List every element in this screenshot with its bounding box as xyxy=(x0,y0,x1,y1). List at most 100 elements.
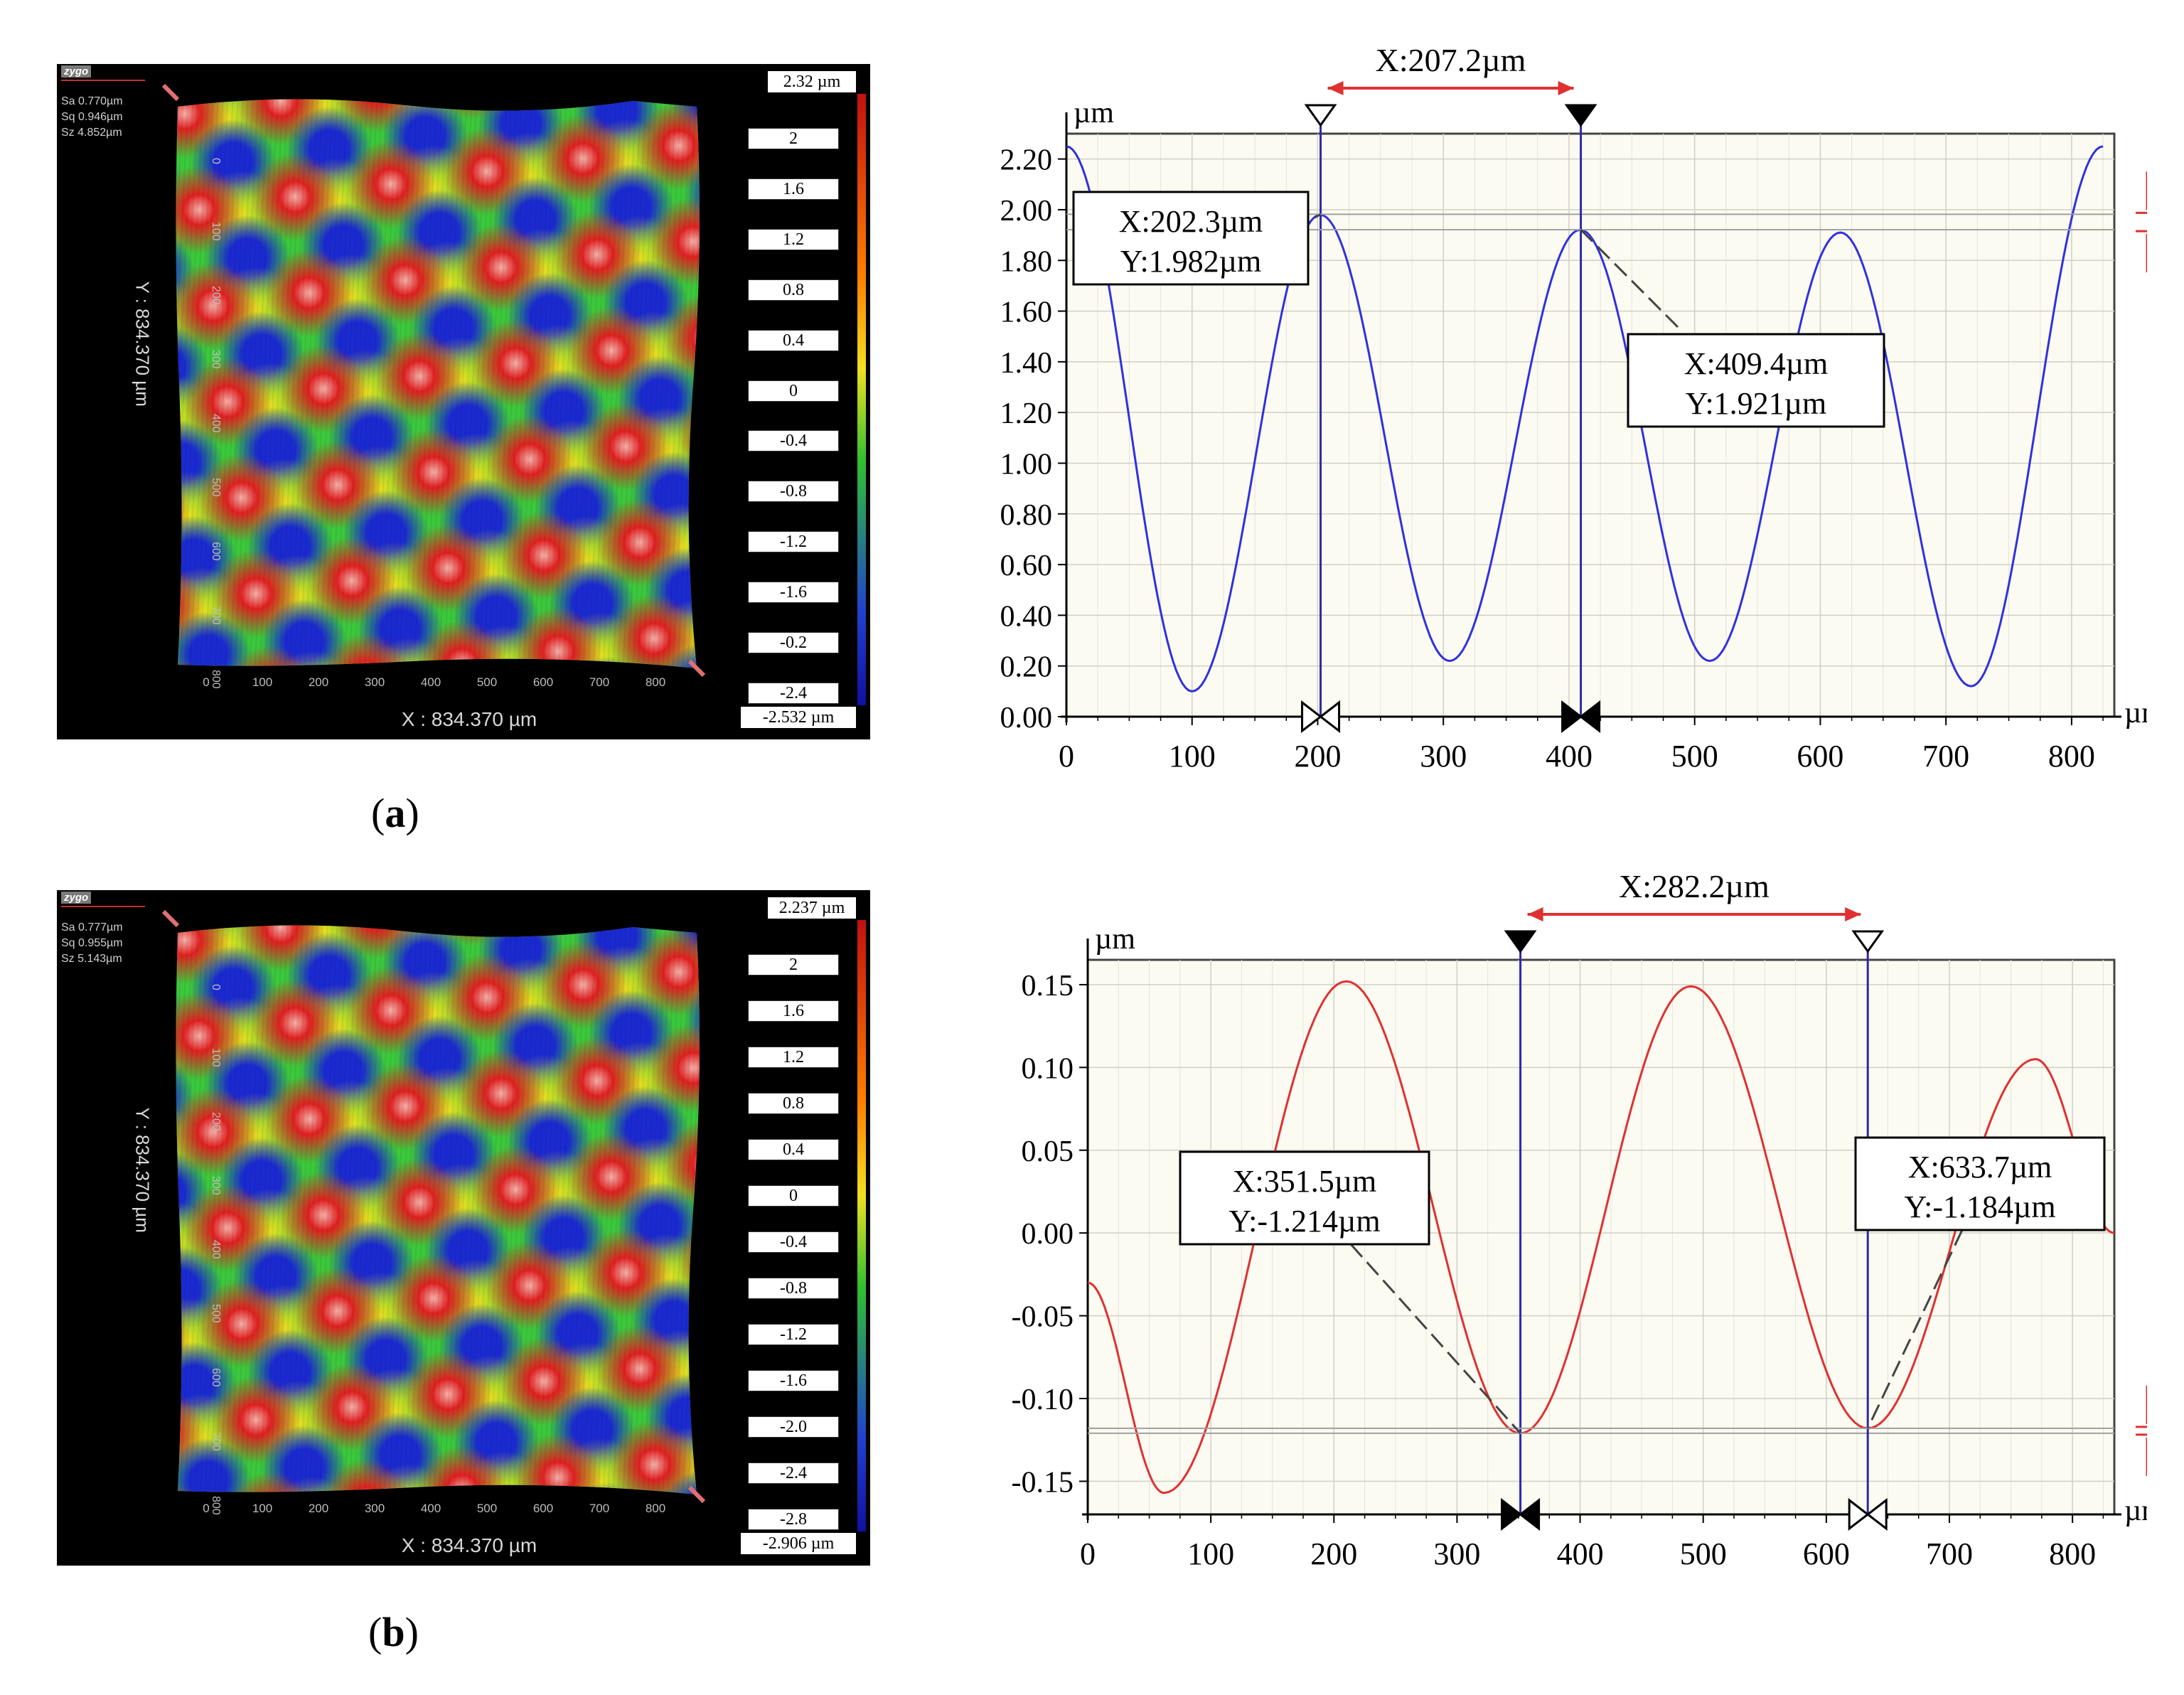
texture-line xyxy=(176,925,194,1495)
texture-line xyxy=(677,99,700,668)
zygo-logo: zygo xyxy=(61,65,92,77)
x-tick-label: 700 xyxy=(589,1502,610,1515)
x-tick-label: 600 xyxy=(1797,739,1843,774)
texture-line xyxy=(209,99,239,668)
surface-peak xyxy=(525,925,613,933)
surface-peak xyxy=(57,82,133,171)
surface-peak xyxy=(176,466,190,555)
surface-peak xyxy=(514,1433,602,1495)
annotation-y: Y:-1.184µm xyxy=(1904,1189,2055,1224)
texture-line xyxy=(299,925,328,1495)
texture-line xyxy=(398,925,428,1495)
surface-peak xyxy=(663,294,700,382)
texture-line xyxy=(508,99,537,668)
texture-line xyxy=(722,92,751,675)
texture-line xyxy=(219,925,249,1495)
texture-line xyxy=(383,925,413,1495)
x-tick-label: 200 xyxy=(308,675,329,689)
texture-line xyxy=(418,99,448,668)
texture-line xyxy=(523,925,552,1495)
texture-line xyxy=(176,925,199,1495)
texture-line xyxy=(254,925,284,1495)
arrow-head xyxy=(1327,81,1344,95)
corner-marker xyxy=(161,83,180,102)
annotation-y: Y:-1.214µm xyxy=(1228,1204,1380,1239)
colorbar-strip xyxy=(857,94,866,705)
texture-line xyxy=(503,99,532,668)
texture-line xyxy=(279,925,309,1495)
surface-band xyxy=(665,64,750,96)
x-axis-label: X : 834.370 µm xyxy=(401,708,537,730)
surface-band xyxy=(665,890,750,922)
surface-valley xyxy=(660,1470,700,1495)
texture-line xyxy=(333,99,363,668)
texture-line xyxy=(259,99,289,668)
texture-line xyxy=(209,925,239,1495)
colorbar-label: 0.4 xyxy=(748,1139,839,1160)
distance-label: X:207.2µm xyxy=(1376,42,1526,78)
texture-line xyxy=(458,925,488,1495)
texture-line xyxy=(478,925,508,1495)
leader-line xyxy=(1349,1243,1521,1434)
colorbar-label: -1.2 xyxy=(748,1324,839,1345)
cursor-bottom-marker xyxy=(1301,700,1323,734)
surface-pattern xyxy=(89,890,866,1531)
y-tick-label: 800 xyxy=(210,670,222,689)
texture-line xyxy=(353,925,383,1495)
texture-line xyxy=(269,99,299,668)
texture-line xyxy=(612,925,642,1495)
y-tick-label: 0.80 xyxy=(1000,499,1053,532)
colorbar-label: 2 xyxy=(748,954,839,975)
annotation-y: Y:1.921µm xyxy=(1686,386,1827,421)
x-tick-label: 800 xyxy=(2049,1536,2096,1571)
texture-line xyxy=(528,99,557,668)
texture-line xyxy=(458,99,488,668)
distance-label: X:282.2µm xyxy=(1619,868,1770,904)
texture-line xyxy=(577,99,607,668)
stat-sz: Sz 5.143µm xyxy=(61,953,122,965)
texture-line xyxy=(647,925,677,1495)
stat-sq: Sq 0.946µm xyxy=(61,111,123,123)
texture-line xyxy=(378,925,408,1495)
texture-line xyxy=(229,925,259,1495)
y-axis-label: Y : 834.370 µm xyxy=(132,1107,154,1233)
texture-line xyxy=(388,925,418,1495)
surface-peak xyxy=(635,928,700,1016)
texture-line xyxy=(274,99,304,668)
texture-line xyxy=(528,925,557,1495)
x-tick-label: 100 xyxy=(1187,1536,1234,1571)
texture-line xyxy=(493,99,523,668)
x-tick-label: 500 xyxy=(1680,1536,1727,1571)
texture-line xyxy=(428,99,458,668)
texture-line xyxy=(179,99,209,668)
arrow-head xyxy=(1845,907,1861,921)
x-tick-label: 300 xyxy=(1433,1536,1480,1571)
texture-line xyxy=(318,99,348,668)
colorbar-label: -0.4 xyxy=(748,1231,839,1253)
leader-line xyxy=(1866,1229,1964,1429)
x-tick-label: 800 xyxy=(645,1502,666,1515)
y-tick-label: 0.15 xyxy=(1022,970,1074,1002)
texture-line xyxy=(333,925,363,1495)
caption-b: (b) xyxy=(368,1609,419,1655)
x-tick-label: 300 xyxy=(364,675,385,689)
texture-line xyxy=(244,925,274,1495)
colorbar-label: 2 xyxy=(748,128,839,149)
texture-line xyxy=(468,925,498,1495)
texture-line xyxy=(537,99,567,668)
colorbar-label: 1.6 xyxy=(748,1000,839,1022)
surface-band xyxy=(89,914,174,999)
logo-underline xyxy=(61,906,145,907)
y-tick-label: 300 xyxy=(210,350,222,369)
texture-line xyxy=(229,99,259,668)
texture-line xyxy=(642,99,672,668)
texture-line xyxy=(567,925,597,1495)
caption-a: (a) xyxy=(371,790,419,836)
y-tick-label: 600 xyxy=(210,542,222,561)
surface-peak xyxy=(322,633,410,668)
y-tick-label: 100 xyxy=(210,222,222,241)
x-tick-label: 200 xyxy=(1294,739,1341,774)
colorbar-label: -1.2 xyxy=(748,531,839,553)
texture-line xyxy=(622,99,652,668)
colorbar-min: -2.906 µm xyxy=(741,1533,856,1554)
